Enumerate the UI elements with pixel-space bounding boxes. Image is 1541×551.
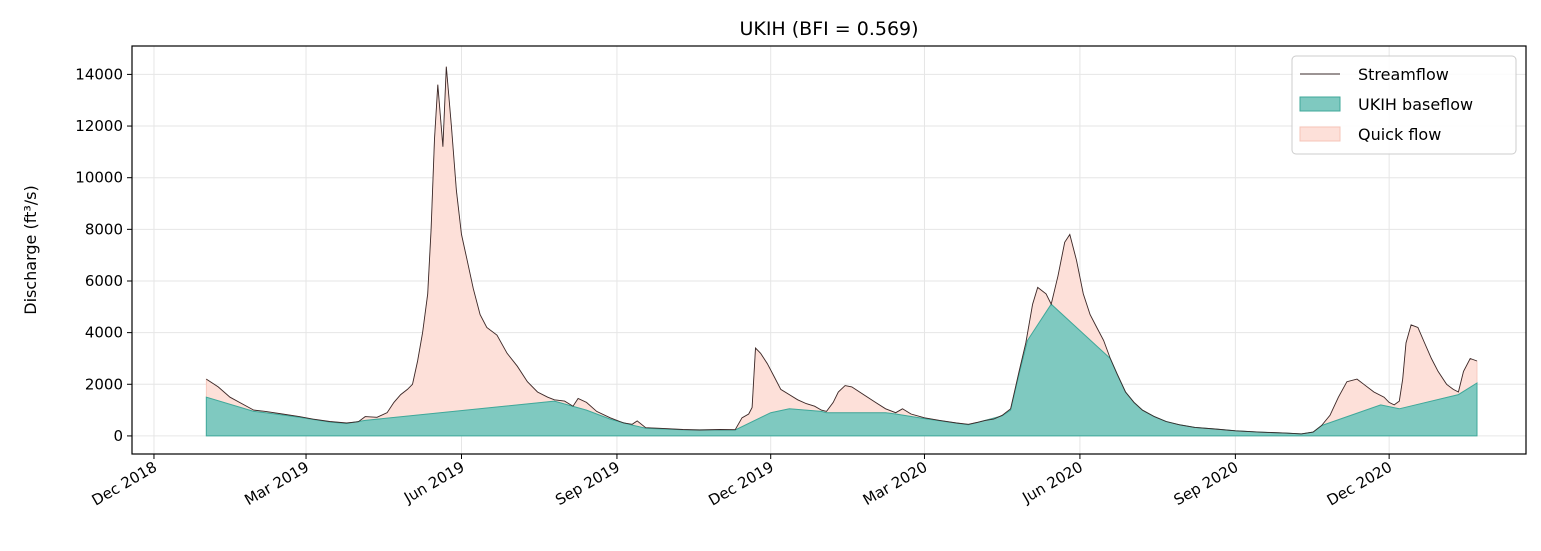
plot-lines	[206, 66, 1478, 435]
legend-baseflow-label: UKIH baseflow	[1358, 95, 1473, 114]
legend-quickflow-swatch	[1299, 126, 1341, 142]
y-tick-label: 12000	[75, 117, 123, 135]
legend: Streamflow UKIH baseflow Quick flow	[1291, 55, 1517, 155]
y-tick-label: 0	[113, 427, 123, 445]
legend-streamflow-label: Streamflow	[1358, 65, 1449, 84]
legend-baseflow-swatch	[1299, 96, 1341, 112]
y-tick-label: 6000	[85, 272, 123, 290]
streamflow-line	[206, 66, 1478, 435]
y-tick-label: 2000	[85, 375, 123, 393]
legend-quickflow-label: Quick flow	[1358, 125, 1441, 144]
legend-box	[1291, 55, 1517, 155]
plot-frame	[131, 45, 1527, 455]
y-tick-label: 10000	[75, 169, 123, 187]
y-axis-label: Discharge (ft³/s)	[21, 185, 40, 314]
chart-title: UKIH (BFI = 0.569)	[739, 18, 918, 40]
y-tick-label: 4000	[85, 324, 123, 342]
y-tick-label: 8000	[85, 220, 123, 238]
y-tick-label: 14000	[75, 65, 123, 83]
